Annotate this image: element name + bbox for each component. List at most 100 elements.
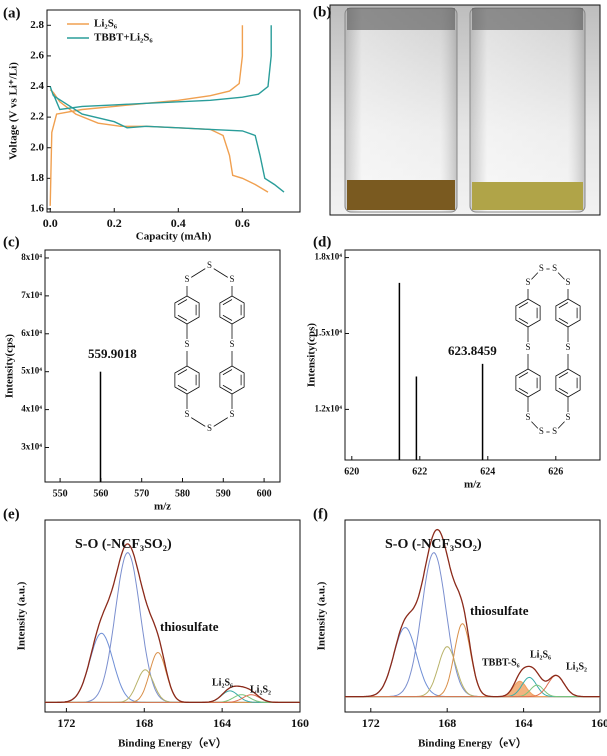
- structure: S S S S S S S S: [174, 260, 245, 433]
- atom-label: S: [184, 339, 189, 349]
- bond: [518, 387, 529, 394]
- vial-liquid: [347, 180, 455, 210]
- benzene-ring: [515, 298, 541, 328]
- vial-liquid: [472, 182, 583, 210]
- atom-label: S: [565, 342, 570, 352]
- atom-label: S: [229, 274, 234, 284]
- x-tick-label: 600: [257, 488, 272, 499]
- x-axis-label: m/z: [464, 479, 481, 491]
- panel-label: (d): [313, 234, 331, 250]
- y-axis-label: Intensity (a.u.): [316, 581, 328, 650]
- atom-label: S: [184, 409, 189, 419]
- annotation: thiosulfate: [470, 603, 529, 618]
- annotation: Li₂S₆: [530, 649, 551, 660]
- x-tick-label: 570: [134, 488, 149, 499]
- bond: [558, 372, 569, 379]
- peak-annotation: 559.9018: [88, 346, 137, 361]
- bond: [177, 384, 188, 391]
- bond: [558, 317, 569, 324]
- bond: [191, 417, 206, 427]
- y-tick-label: 4x10⁴: [21, 404, 42, 414]
- benzene-ring: [174, 295, 200, 325]
- x-tick-label: 0.4: [171, 216, 186, 230]
- bond: [222, 314, 233, 321]
- benzene-ring: [555, 298, 581, 328]
- atom-label: S: [552, 426, 557, 436]
- annotation: Li₂S₂: [566, 661, 587, 672]
- y-axis-label: Intensity(cps): [306, 323, 318, 388]
- y-tick-label: 2.4: [30, 80, 44, 92]
- atom-label: S: [229, 409, 234, 419]
- plot-frame: [344, 249, 601, 461]
- x-tick-label: 168: [135, 716, 153, 730]
- atom-label: S: [207, 423, 212, 433]
- x-tick-label: 624: [480, 466, 495, 477]
- benzene-ring: [219, 365, 245, 395]
- bond: [222, 299, 233, 306]
- x-tick-label: 160: [291, 716, 309, 730]
- panel-label: (c): [3, 234, 20, 250]
- series-line: [49, 25, 269, 206]
- y-tick-label: 2.8: [30, 19, 44, 31]
- atom-label: S: [184, 274, 189, 284]
- atom-label: S: [525, 277, 530, 287]
- annotation: TBBT-S₆: [482, 657, 520, 668]
- x-axis-label: Binding Energy（eV）: [418, 737, 527, 750]
- annotation: S-O (-NCF₃SO₂): [75, 537, 172, 552]
- x-tick-label: 622: [412, 466, 427, 477]
- bond: [531, 421, 539, 429]
- annotation: thiosulfate: [160, 619, 219, 634]
- x-tick-label: 160: [591, 716, 607, 730]
- benzene-ring: [219, 295, 245, 325]
- atom-label: S: [525, 412, 530, 422]
- bond: [558, 387, 569, 394]
- panel-label: (b): [313, 4, 331, 20]
- fit-component: [345, 646, 600, 698]
- fit-component: [45, 694, 300, 703]
- fit-envelope: [45, 543, 300, 704]
- y-tick-label: 6x10⁴: [21, 328, 42, 338]
- atom-label: S: [207, 260, 212, 270]
- y-axis-label: Voltage (V vs Li⁺/Li): [8, 62, 20, 160]
- x-tick-label: 580: [175, 488, 190, 499]
- bond: [213, 417, 228, 427]
- atom-label: S: [229, 339, 234, 349]
- legend-label: Li₂S₆: [94, 18, 118, 30]
- legend-label: TBBT+Li₂S₆: [94, 32, 153, 44]
- bond: [222, 369, 233, 376]
- peak-annotation: 623.8459: [448, 343, 497, 358]
- fit-component: [345, 552, 600, 698]
- bond: [518, 372, 529, 379]
- y-tick-label: 1.5x10⁴: [315, 328, 343, 338]
- vial-neck: [472, 8, 583, 30]
- y-tick-label: 1.8: [30, 172, 44, 184]
- x-tick-label: 620: [344, 466, 359, 477]
- x-tick-label: 164: [515, 716, 533, 730]
- annotation: Li₂S₂: [250, 684, 271, 695]
- x-tick-label: 0.0: [43, 216, 58, 230]
- plot-frame: [44, 519, 301, 713]
- y-tick-label: 2.2: [30, 111, 44, 123]
- y-tick-label: 1.2x10⁴: [315, 403, 343, 413]
- x-tick-label: 164: [213, 716, 231, 730]
- atom-label: S: [552, 263, 557, 273]
- fit-envelope: [345, 528, 600, 698]
- bond: [213, 268, 228, 278]
- benzene-ring: [555, 368, 581, 398]
- x-tick-label: 172: [57, 716, 75, 730]
- bond: [518, 302, 529, 309]
- x-tick-label: 172: [362, 716, 380, 730]
- y-tick-label: 1.6: [30, 202, 44, 214]
- photo: [329, 4, 601, 216]
- series-line: [49, 25, 285, 193]
- y-tick-label: 3x10⁴: [21, 442, 42, 452]
- x-tick-label: 0.6: [235, 216, 250, 230]
- panel-label: (f): [313, 506, 328, 522]
- vial-neck: [347, 8, 455, 30]
- fit-component: [345, 680, 600, 698]
- bond: [557, 421, 565, 429]
- plot-frame: [46, 9, 301, 213]
- plot-frame: [44, 249, 281, 483]
